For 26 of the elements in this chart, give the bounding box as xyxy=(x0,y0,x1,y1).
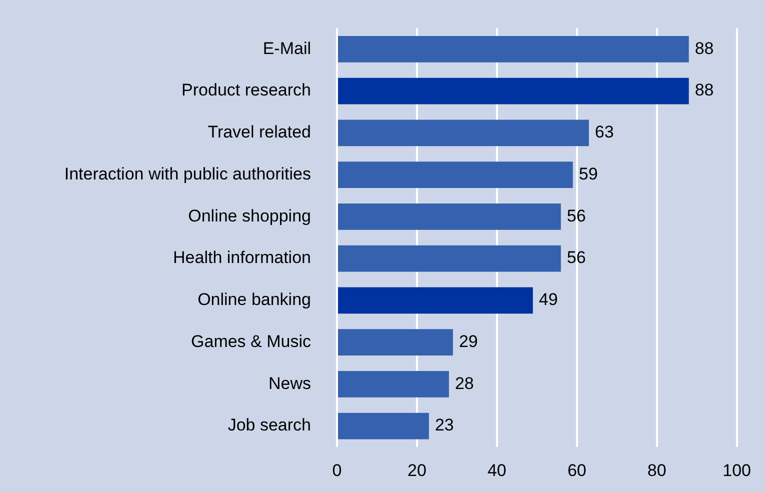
y-tick-label: Games & Music xyxy=(191,332,312,351)
data-label: 23 xyxy=(434,416,454,435)
y-tick-label: Product research xyxy=(182,80,311,100)
data-label: 29 xyxy=(458,332,478,351)
data-label: 28 xyxy=(454,374,474,393)
data-label: 56 xyxy=(566,206,586,226)
y-tick-label: Online shopping xyxy=(188,206,311,226)
data-label: 88 xyxy=(694,80,714,100)
x-tick-label: 40 xyxy=(487,460,506,480)
data-label: 63 xyxy=(594,122,614,142)
data-label: 56 xyxy=(566,248,586,268)
data-label: 88 xyxy=(694,38,714,58)
data-label: 49 xyxy=(538,290,558,310)
y-tick-label: News xyxy=(268,374,311,393)
y-tick-label: Travel related xyxy=(208,122,311,142)
y-tick-label: Online banking xyxy=(198,290,311,310)
x-tick-label: 20 xyxy=(408,460,426,480)
y-tick-label: Job search xyxy=(228,416,311,435)
data-label: 59 xyxy=(578,164,598,184)
y-tick-label: Health information xyxy=(173,248,311,268)
y-tick-label: E-Mail xyxy=(262,38,311,58)
x-tick-label: 100 xyxy=(722,460,752,480)
x-tick-label: 0 xyxy=(332,460,342,480)
x-tick-label: 80 xyxy=(647,460,666,480)
x-tick-label: 60 xyxy=(567,460,586,480)
y-tick-label: Interaction with public authorities xyxy=(64,164,311,184)
